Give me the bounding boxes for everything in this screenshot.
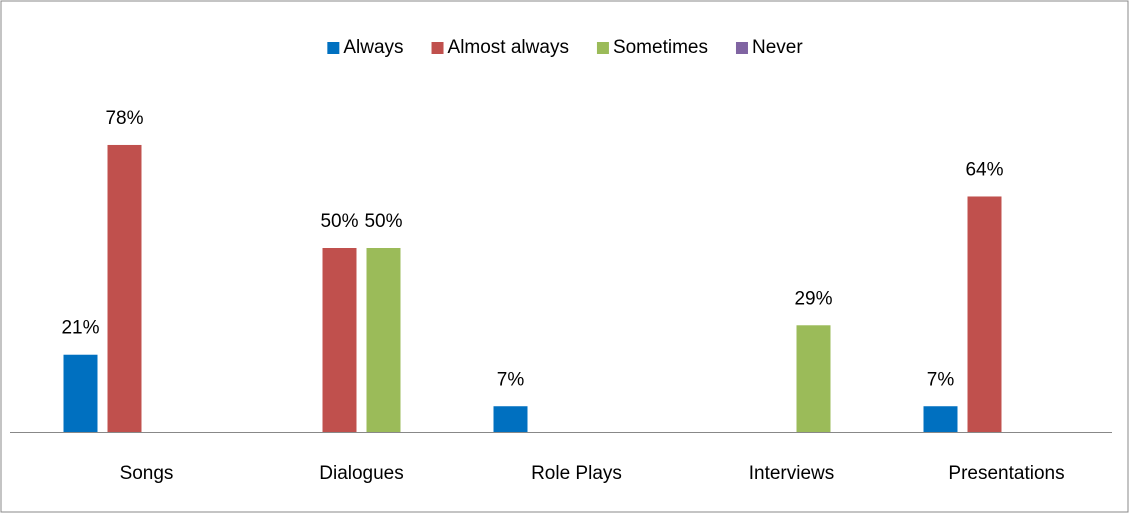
data-label: 7% xyxy=(927,369,955,390)
bar xyxy=(796,325,831,432)
legend-swatch xyxy=(327,42,340,54)
legend-swatch xyxy=(431,42,444,54)
bar xyxy=(493,406,528,432)
x-tick-label: Presentations xyxy=(948,463,1064,484)
x-tick-label: Interviews xyxy=(749,463,835,484)
legend-swatch xyxy=(735,42,748,54)
legend-swatch xyxy=(596,42,609,54)
legend-label: Never xyxy=(752,37,803,58)
data-label: 29% xyxy=(794,288,832,309)
data-label: 50% xyxy=(320,211,358,232)
bar xyxy=(63,354,98,432)
bar xyxy=(923,406,958,432)
data-label: 7% xyxy=(497,369,525,390)
bar xyxy=(322,248,357,432)
legend-label: Sometimes xyxy=(613,37,708,58)
bar xyxy=(366,248,401,432)
bar xyxy=(967,196,1002,432)
legend-label: Always xyxy=(343,37,403,58)
x-tick-label: Dialogues xyxy=(319,463,404,484)
legend-label: Almost always xyxy=(448,37,569,58)
bar xyxy=(107,144,142,432)
data-label: 21% xyxy=(61,318,99,339)
x-tick-label: Songs xyxy=(120,463,174,484)
data-label: 64% xyxy=(965,159,1003,180)
data-label: 78% xyxy=(105,108,143,129)
data-label: 50% xyxy=(364,211,402,232)
x-tick-label: Role Plays xyxy=(531,463,622,484)
